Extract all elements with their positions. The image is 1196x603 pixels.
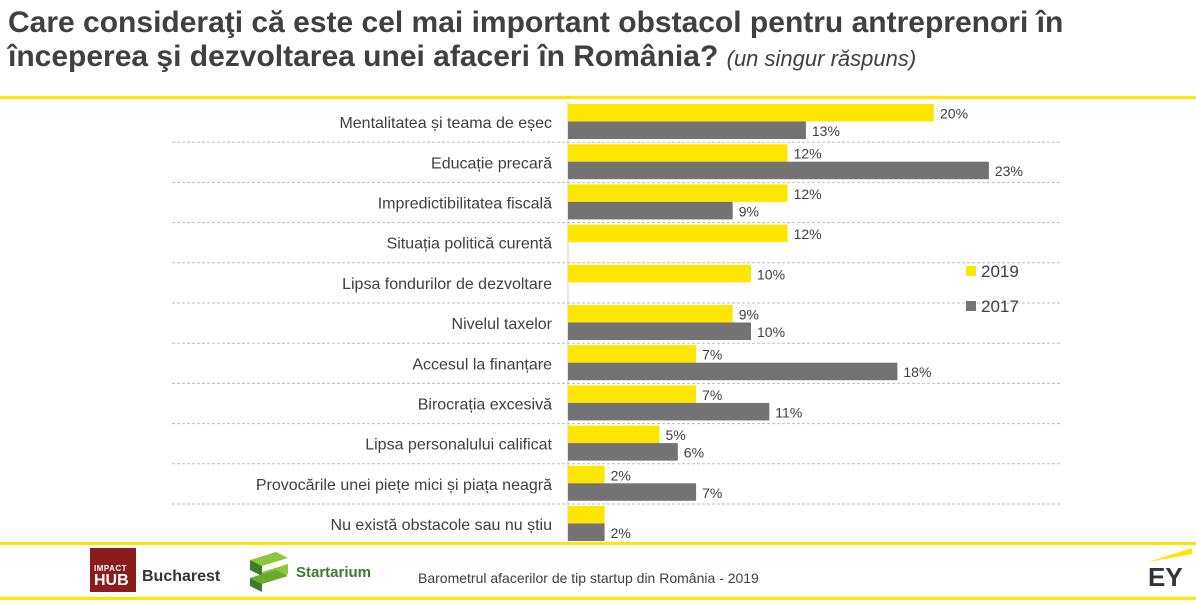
legend-swatch-2019 bbox=[966, 266, 976, 276]
data-label-2017: 10% bbox=[757, 324, 785, 340]
data-label-2019: 12% bbox=[794, 186, 822, 202]
data-label-2017: 2% bbox=[611, 525, 631, 541]
data-label-2017: 23% bbox=[995, 163, 1023, 179]
chart-title: Care consideraţi că este cel mai importa… bbox=[8, 6, 1188, 76]
data-label-2017: 7% bbox=[702, 485, 722, 501]
bar-2019 bbox=[568, 104, 934, 122]
data-label-2017: 6% bbox=[684, 445, 704, 461]
data-label-2019: 7% bbox=[702, 347, 722, 363]
startarium-logo-name: Startarium bbox=[296, 564, 372, 581]
data-label-2019: 9% bbox=[739, 307, 759, 323]
data-label-2017: 9% bbox=[739, 203, 759, 219]
bar-2017 bbox=[568, 121, 806, 139]
bar-2017 bbox=[568, 443, 678, 461]
data-label-2019: 12% bbox=[794, 226, 822, 242]
bar-2017 bbox=[568, 402, 770, 421]
bar-2017 bbox=[568, 483, 697, 501]
legend-swatch-2017 bbox=[966, 301, 976, 311]
category-label: Mentalitatea și teama de eșec bbox=[339, 115, 552, 132]
category-label: Nivelul taxelor bbox=[452, 316, 553, 333]
impact-hub-logo-line1: IMPACT bbox=[94, 564, 128, 573]
bar-2019 bbox=[568, 385, 697, 403]
chart-subtitle: (un singur răspuns) bbox=[726, 46, 917, 71]
bar-2017 bbox=[568, 362, 898, 381]
category-label: Provocările unei piețe mici și piața nea… bbox=[256, 477, 552, 494]
footer-caption: Barometrul afacerilor de tip startup din… bbox=[418, 570, 759, 586]
category-label: Impredictibilitatea fiscală bbox=[378, 196, 552, 213]
header-rule bbox=[0, 96, 1196, 99]
footer-rule-bottom bbox=[0, 597, 1196, 600]
bar-2019 bbox=[568, 345, 697, 363]
legend-label-2017: 2017 bbox=[981, 297, 1019, 316]
category-label: Birocrația excesivă bbox=[418, 397, 552, 414]
data-label-2017: 11% bbox=[775, 404, 802, 420]
category-label: Accesul la finanțare bbox=[412, 356, 552, 373]
ey-logo-letters: EY bbox=[1148, 562, 1183, 592]
data-label-2017: 18% bbox=[903, 364, 931, 380]
data-label-2019: 7% bbox=[702, 387, 722, 403]
data-label-2019: 2% bbox=[611, 467, 631, 483]
chart-title-main: Care consideraţi că este cel mai importa… bbox=[8, 6, 1064, 73]
data-label-2019: 20% bbox=[940, 106, 968, 122]
category-label: Situația politică curentă bbox=[387, 236, 553, 253]
startarium-logo: Startarium bbox=[246, 552, 371, 597]
category-label: Nu există obstacole sau nu știu bbox=[331, 517, 552, 534]
bar-2017 bbox=[568, 161, 989, 180]
bar-2019 bbox=[568, 184, 788, 202]
category-label: Lipsa fondurilor de dezvoltare bbox=[342, 276, 552, 293]
bar-2017 bbox=[568, 523, 605, 541]
data-label-2017: 13% bbox=[812, 123, 840, 139]
impact-hub-logo-box: IMPACT HUB bbox=[90, 548, 136, 592]
bar-2019 bbox=[568, 465, 605, 484]
bar-2017 bbox=[568, 201, 733, 220]
category-label: Educație precară bbox=[431, 155, 552, 172]
bar-2017 bbox=[568, 322, 751, 340]
impact-hub-logo-line2: HUB bbox=[94, 572, 129, 589]
impact-hub-logo-city: Bucharest bbox=[142, 568, 221, 585]
data-label-2019: 5% bbox=[666, 427, 686, 443]
ey-logo-beam-icon bbox=[1148, 548, 1192, 562]
bar-2019 bbox=[568, 305, 733, 323]
startarium-logo-icon bbox=[250, 552, 288, 592]
legend-label-2019: 2019 bbox=[981, 262, 1019, 281]
bar-2019 bbox=[568, 506, 605, 524]
bar-2019 bbox=[568, 144, 788, 162]
data-label-2019: 10% bbox=[757, 266, 785, 282]
bar-2019 bbox=[568, 425, 660, 444]
bar-2019 bbox=[568, 224, 788, 243]
bar-2019 bbox=[568, 264, 751, 283]
footer-rule-top bbox=[0, 542, 1196, 545]
data-label-2019: 12% bbox=[794, 146, 822, 162]
category-label: Lipsa personalului calificat bbox=[365, 437, 552, 454]
